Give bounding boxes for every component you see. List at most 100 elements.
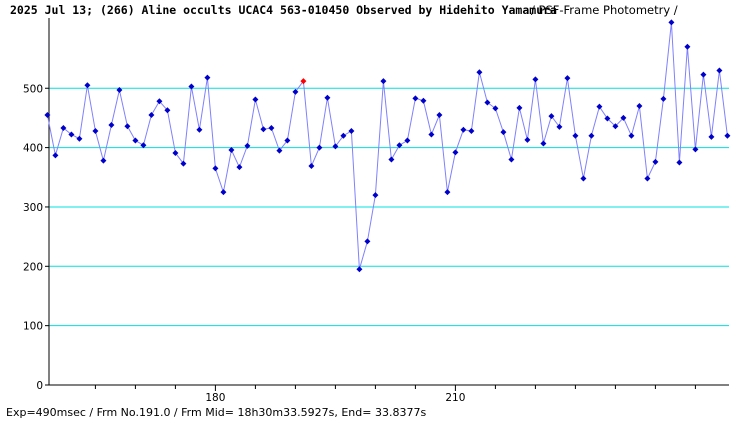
data-point (684, 43, 691, 50)
data-point (220, 189, 227, 196)
data-point (396, 142, 403, 149)
data-point (388, 156, 395, 163)
data-point (148, 111, 155, 118)
data-point (636, 103, 643, 110)
chart-title-method: / PSF-Frame Photometry / (531, 3, 678, 17)
frame-info-footer: Exp=490msec / Frm No.191.0 / Frm Mid= 18… (6, 406, 426, 419)
data-point (268, 125, 275, 132)
data-point (76, 135, 83, 142)
y-tick-label: 200 (23, 261, 43, 273)
y-tick-label: 400 (23, 143, 43, 155)
data-point (332, 143, 339, 150)
data-point (676, 159, 683, 166)
y-tick-label: 0 (36, 380, 43, 392)
data-point (436, 111, 443, 118)
data-point (524, 136, 531, 143)
data-point (644, 175, 651, 182)
data-point (508, 156, 515, 163)
data-point (356, 266, 363, 273)
data-point (596, 103, 603, 110)
data-point (348, 127, 355, 134)
data-point (604, 115, 611, 122)
data-point (628, 132, 635, 139)
data-point (324, 94, 331, 101)
data-point (228, 146, 235, 153)
data-point (140, 142, 147, 149)
data-point (60, 125, 67, 132)
data-point (588, 132, 595, 139)
highlighted-data-point (300, 78, 307, 85)
data-point (428, 131, 435, 138)
data-point (564, 75, 571, 82)
data-point (660, 95, 667, 102)
data-point (172, 149, 179, 156)
chart-title-main: 2025 Jul 13; (266) Aline occults UCAC4 5… (10, 3, 557, 17)
data-point (652, 158, 659, 165)
data-point (612, 123, 619, 130)
grid-lines (49, 87, 729, 327)
data-point (700, 71, 707, 78)
data-point (284, 137, 291, 144)
y-axis: 0 100 200 300 400 500 (23, 18, 50, 392)
data-point (316, 144, 323, 151)
data-point (444, 189, 451, 196)
data-point (708, 133, 715, 140)
data-point (532, 76, 539, 83)
data-point (212, 165, 219, 172)
data-point (572, 132, 579, 139)
x-axis: 180 210 (49, 384, 729, 404)
data-point (124, 123, 131, 130)
series-line (46, 22, 728, 270)
data-point (252, 96, 259, 103)
data-point (364, 238, 371, 245)
data-point (380, 78, 387, 85)
data-points (44, 19, 731, 273)
data-point (132, 137, 139, 144)
data-point (308, 163, 315, 169)
data-point (44, 111, 51, 118)
data-point (84, 82, 91, 89)
data-point (68, 131, 75, 138)
data-point (292, 88, 299, 95)
data-point (668, 19, 675, 26)
data-point (516, 104, 523, 111)
data-point (196, 126, 203, 133)
data-point (556, 123, 563, 130)
data-point (100, 157, 107, 164)
data-point (404, 137, 411, 144)
data-point (580, 175, 587, 182)
data-point (52, 152, 59, 159)
data-point (276, 147, 283, 154)
y-tick-label: 100 (23, 321, 43, 333)
data-point (420, 97, 427, 104)
data-point (372, 192, 379, 199)
data-point (468, 127, 475, 134)
data-point (204, 74, 211, 81)
data-point (692, 146, 699, 153)
series-polyline (46, 22, 728, 270)
x-tick-label: 180 (205, 392, 225, 404)
data-point (260, 126, 267, 133)
data-point (340, 132, 347, 139)
y-tick-label: 500 (23, 83, 43, 95)
data-point (236, 164, 243, 171)
data-point (484, 99, 491, 106)
data-point (180, 160, 187, 167)
data-point (92, 127, 99, 134)
data-point (724, 132, 731, 139)
x-tick-label: 210 (445, 392, 465, 404)
data-point (108, 122, 115, 129)
data-point (620, 114, 627, 121)
data-point (116, 87, 123, 94)
data-point (452, 149, 459, 156)
data-point (188, 83, 195, 90)
data-point (548, 113, 555, 120)
data-point (716, 67, 723, 74)
data-point (244, 142, 251, 149)
data-point (476, 69, 483, 76)
data-point (164, 107, 171, 114)
data-point (540, 140, 547, 147)
y-tick-label: 300 (23, 202, 43, 214)
data-point (500, 129, 507, 136)
